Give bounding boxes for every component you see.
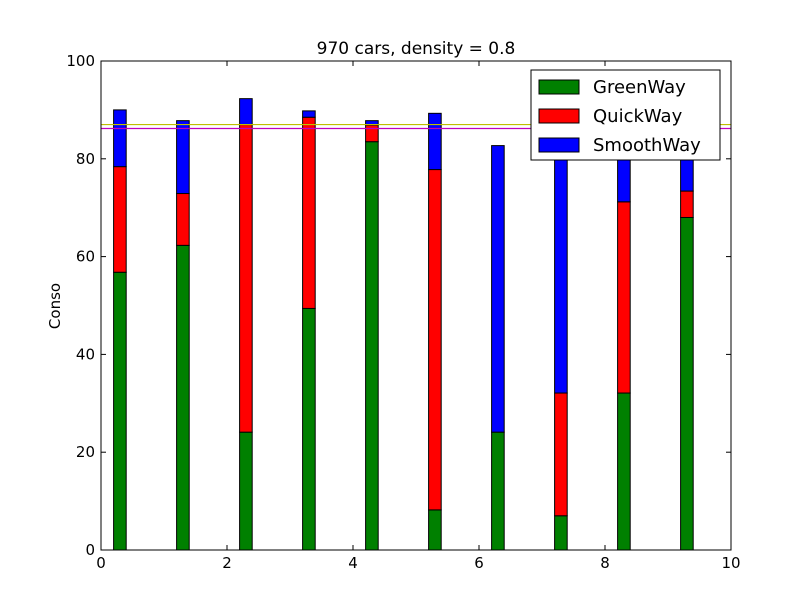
bar-greenway-8 bbox=[617, 392, 631, 551]
y-axis-label: Conso bbox=[46, 283, 64, 329]
bar-greenway-3 bbox=[302, 307, 316, 551]
bar-quickway-7 bbox=[554, 392, 568, 517]
x-tick-label-8: 8 bbox=[600, 554, 610, 572]
bar-smoothway-2 bbox=[239, 98, 253, 126]
x-tick-label-6: 6 bbox=[474, 554, 484, 572]
bar-greenway-9 bbox=[680, 216, 694, 551]
bar-quickway-9 bbox=[680, 190, 694, 218]
bar-quickway-4 bbox=[365, 124, 379, 143]
legend-label-quickway: QuickWay bbox=[593, 106, 683, 127]
x-tick-label-4: 4 bbox=[348, 554, 358, 572]
bar-quickway-1 bbox=[176, 193, 190, 246]
y-tick-label-20: 20 bbox=[76, 443, 95, 461]
x-tick-label-2: 2 bbox=[222, 554, 232, 572]
bar-greenway-1 bbox=[176, 244, 190, 551]
y-tick-label-100: 100 bbox=[66, 52, 95, 70]
x-tick-label-10: 10 bbox=[721, 554, 740, 572]
bar-greenway-7 bbox=[554, 515, 568, 551]
legend-swatch-quickway bbox=[538, 108, 580, 124]
bar-smoothway-0 bbox=[113, 109, 127, 168]
legend-label-smoothway: SmoothWay bbox=[593, 135, 701, 156]
bar-greenway-4 bbox=[365, 141, 379, 551]
bar-greenway-6 bbox=[491, 431, 505, 551]
y-tick-label-80: 80 bbox=[76, 150, 95, 168]
bar-quickway-2 bbox=[239, 124, 253, 433]
bar-quickway-5 bbox=[428, 169, 442, 511]
bar-smoothway-3 bbox=[302, 110, 316, 118]
y-tick-label-0: 0 bbox=[85, 541, 95, 559]
bar-smoothway-5 bbox=[428, 112, 442, 171]
plot-area: 0 2 4 6 8 10020406080100GreenWayQuickWaySmoot… bbox=[66, 52, 740, 572]
x-tick-label-0: 0 bbox=[96, 554, 106, 572]
legend-swatch-greenway bbox=[538, 79, 580, 95]
bar-greenway-2 bbox=[239, 431, 253, 551]
bar-greenway-5 bbox=[428, 509, 442, 551]
bar-greenway-0 bbox=[113, 271, 127, 551]
bar-quickway-3 bbox=[302, 116, 316, 309]
chart-title: 970 cars, density = 0.8 bbox=[317, 39, 516, 59]
bar-quickway-8 bbox=[617, 201, 631, 394]
y-tick-label-60: 60 bbox=[76, 248, 95, 266]
legend-label-greenway: GreenWay bbox=[593, 77, 686, 98]
bar-smoothway-1 bbox=[176, 120, 190, 195]
bar-quickway-0 bbox=[113, 166, 127, 273]
bar-smoothway-6 bbox=[491, 145, 505, 433]
legend-swatch-smoothway bbox=[538, 137, 580, 153]
y-tick-label-40: 40 bbox=[76, 345, 95, 363]
axes-frame bbox=[100, 60, 732, 551]
